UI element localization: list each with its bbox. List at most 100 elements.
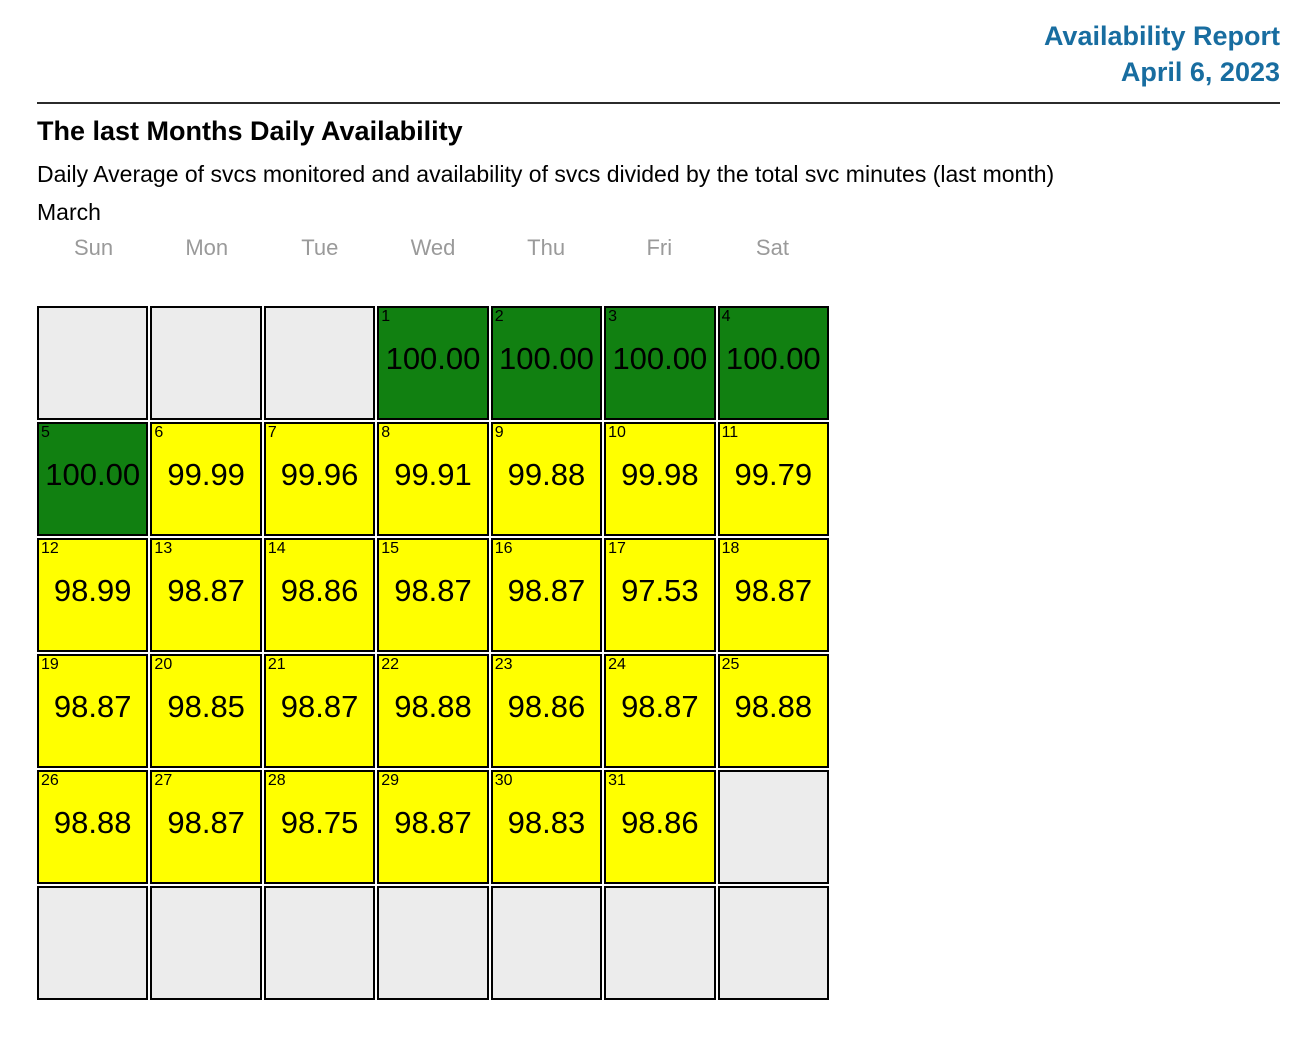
day-availability-value: 99.88 — [507, 457, 586, 492]
calendar-empty-cell — [37, 886, 149, 1000]
day-availability-value: 100.00 — [45, 457, 141, 492]
day-availability-value: 98.87 — [280, 689, 359, 724]
day-availability-value: 99.79 — [734, 457, 813, 492]
day-number: 5 — [41, 424, 50, 441]
day-availability-value: 98.87 — [507, 573, 586, 608]
day-availability-value: 98.75 — [280, 805, 359, 840]
calendar-day-cell: 29 98.87 — [377, 770, 489, 884]
day-availability-value: 98.87 — [394, 805, 472, 840]
day-number: 30 — [494, 772, 513, 789]
calendar-empty-cell — [717, 770, 829, 884]
weekday-label: Thu — [527, 235, 566, 260]
day-number: 22 — [381, 656, 400, 673]
calendar-day-cell: 9 99.88 — [490, 422, 603, 536]
day-number: 7 — [267, 424, 277, 441]
calendar-day-cell: 16 98.87 — [490, 538, 603, 652]
day-availability-value: 100.00 — [725, 341, 821, 376]
day-availability-value: 98.87 — [167, 805, 245, 840]
day-availability-value: 99.91 — [394, 457, 472, 492]
calendar-day-cell: 7 99.96 — [263, 422, 376, 536]
calendar-day-cell: 13 98.87 — [150, 538, 262, 652]
day-number: 26 — [41, 772, 59, 789]
day-number: 2 — [494, 308, 504, 325]
weekday-label: Tue — [301, 235, 339, 260]
report-header: Availability Report April 6, 2023 — [37, 18, 1280, 90]
calendar-empty-cell — [377, 886, 489, 1000]
weekday-label: Mon — [185, 235, 229, 260]
calendar-day-cell: 10 99.98 — [604, 422, 716, 536]
day-number: 10 — [608, 424, 626, 441]
weekday-label: Sat — [755, 235, 789, 260]
calendar-empty-cell — [263, 306, 376, 420]
day-number: 23 — [494, 656, 513, 673]
day-availability-value: 98.85 — [167, 689, 245, 724]
calendar-day-cell: 19 98.87 — [37, 654, 149, 768]
calendar-day-cell: 20 98.85 — [150, 654, 262, 768]
calendar-day-cell: 18 98.87 — [717, 538, 829, 652]
calendar-day-cell: 24 98.87 — [604, 654, 716, 768]
day-availability-value: 98.88 — [53, 805, 132, 840]
day-number: 14 — [267, 540, 286, 557]
day-availability-value: 98.83 — [507, 805, 586, 840]
weekday-label: Sun — [73, 235, 114, 260]
calendar-day-cell: 2 100.00 — [490, 306, 603, 420]
day-number: 1 — [381, 308, 391, 325]
month-label: March — [37, 199, 101, 225]
day-availability-value: 98.87 — [167, 573, 245, 608]
day-availability-value: 98.86 — [280, 573, 359, 608]
calendar-empty-cell — [37, 306, 149, 420]
section-heading: The last Months Daily Availability — [37, 116, 463, 146]
day-number: 13 — [154, 540, 173, 557]
day-number: 25 — [721, 656, 740, 673]
calendar-day-cell: 6 99.99 — [150, 422, 262, 536]
calendar-day-cell: 11 99.79 — [717, 422, 829, 536]
calendar-day-cell: 14 98.86 — [263, 538, 376, 652]
day-number: 18 — [721, 540, 740, 557]
section-description: Daily Average of svcs monitored and avai… — [37, 161, 1055, 187]
day-availability-value: 100.00 — [612, 341, 708, 376]
calendar-day-cell: 12 98.99 — [37, 538, 149, 652]
calendar-day-cell: 31 98.86 — [604, 770, 716, 884]
calendar-day-cell: 17 97.53 — [604, 538, 716, 652]
day-availability-value: 97.53 — [621, 573, 699, 608]
report-date: April 6, 2023 — [1120, 57, 1280, 87]
availability-report-page: Availability Report April 6, 2023 The la… — [37, 18, 1280, 1000]
day-availability-value: 98.99 — [53, 573, 132, 608]
weekday-label: Wed — [410, 235, 456, 260]
day-number: 29 — [381, 772, 400, 789]
day-number: 11 — [721, 424, 739, 441]
day-availability-value: 99.99 — [167, 457, 245, 492]
day-availability-value: 99.96 — [280, 457, 359, 492]
calendar-empty-cell — [604, 886, 716, 1000]
day-number: 24 — [608, 656, 626, 673]
calendar-day-cell: 8 99.91 — [377, 422, 489, 536]
report-title: Availability Report — [1043, 21, 1280, 51]
calendar-day-cell: 23 98.86 — [490, 654, 603, 768]
day-availability-value: 98.88 — [734, 689, 813, 724]
calendar-empty-cell — [490, 886, 603, 1000]
day-number: 15 — [381, 540, 400, 557]
day-availability-value: 98.87 — [734, 573, 813, 608]
day-number: 8 — [381, 424, 391, 441]
calendar-day-cell: 28 98.75 — [263, 770, 376, 884]
calendar-day-cell: 21 98.87 — [263, 654, 376, 768]
calendar-day-cell: 15 98.87 — [377, 538, 489, 652]
calendar-empty-cell — [150, 886, 262, 1000]
day-availability-value: 98.86 — [621, 805, 699, 840]
day-number: 6 — [154, 424, 164, 441]
day-number: 19 — [41, 656, 59, 673]
calendar-day-cell: 5 100.00 — [37, 422, 149, 536]
calendar-day-cell: 3 100.00 — [604, 306, 716, 420]
calendar-empty-cell — [150, 306, 262, 420]
calendar-empty-cell — [263, 886, 376, 1000]
day-availability-value: 98.87 — [394, 573, 472, 608]
weekday-row: Sun Mon Tue Wed Thu Fri Sat — [37, 235, 829, 261]
calendar-day-cell: 1 100.00 — [377, 306, 489, 420]
calendar-empty-cell — [717, 886, 829, 1000]
day-number: 12 — [41, 540, 59, 557]
day-availability-value: 100.00 — [385, 341, 481, 376]
day-number: 28 — [267, 772, 286, 789]
day-number: 3 — [608, 308, 618, 325]
day-availability-value: 100.00 — [499, 341, 594, 376]
daily-availability-section: The last Months Daily Availability Daily… — [37, 115, 1280, 1000]
